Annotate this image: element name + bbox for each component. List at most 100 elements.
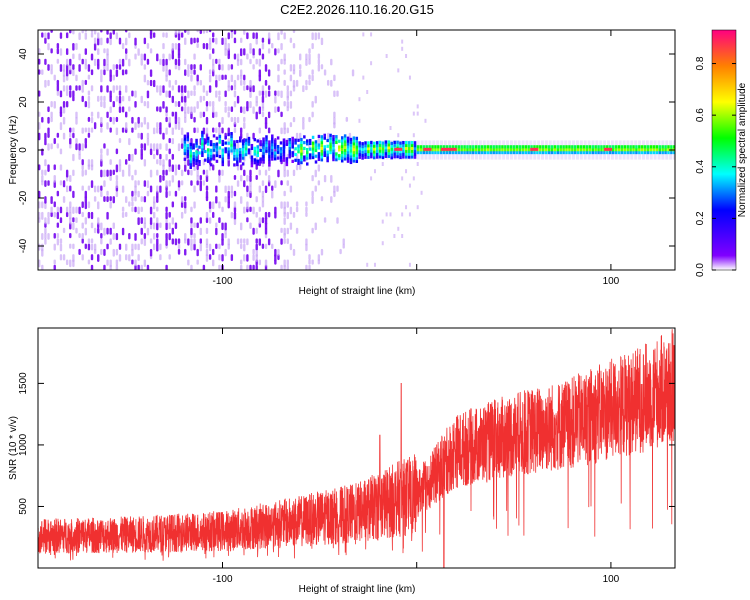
spectrogram-cell — [273, 154, 277, 158]
spectrogram-cell — [271, 190, 274, 199]
spectrogram-cell — [59, 48, 63, 56]
spectrogram-cell — [431, 145, 434, 149]
spectrogram-cell — [370, 146, 373, 150]
spectrogram-cell — [84, 58, 88, 66]
spectrogram-cell — [422, 150, 426, 155]
spectrogram-cell — [556, 150, 560, 155]
spectrogram-cell — [299, 164, 302, 171]
spectrogram-cell — [292, 169, 296, 177]
spectrogram-cell — [591, 150, 594, 155]
spectrogram-cell — [635, 150, 638, 155]
spectrogram-cell — [212, 106, 215, 113]
spectrogram-cell — [106, 243, 109, 250]
spectrogram-cell — [65, 58, 69, 66]
spectrogram-cell — [268, 157, 271, 161]
spectrogram-cell — [364, 152, 367, 157]
spectrogram-cell — [193, 106, 196, 113]
spectrogram-cell — [38, 122, 41, 130]
spectrogram-cell — [617, 150, 621, 155]
spectrogram-cell — [247, 139, 251, 143]
spectrogram-cell — [50, 143, 53, 150]
spectrogram-cell — [201, 136, 204, 140]
spectrogram-cell — [206, 148, 210, 152]
spectrogram-cell — [492, 145, 495, 149]
spectrogram-cell — [565, 145, 568, 149]
spectrogram-cell — [576, 150, 580, 155]
spectrogram-cell — [78, 53, 81, 61]
spectrogram-cell — [267, 85, 271, 91]
spectrogram-cell — [115, 32, 119, 40]
spectrogram-cell — [509, 148, 513, 152]
spectrogram-cell — [218, 217, 221, 224]
spectrogram-cell — [267, 48, 271, 54]
spectrogram-cell — [527, 148, 530, 152]
spectrogram-cell — [212, 127, 215, 133]
spectrogram-cell — [90, 222, 94, 229]
spectrogram-cell — [186, 132, 190, 136]
spectrogram-cell — [65, 64, 69, 71]
spectrogram-cell — [579, 150, 583, 155]
spectrogram-cell — [329, 145, 332, 149]
spectrogram-cell — [402, 152, 405, 156]
spectrogram-cell — [177, 248, 181, 255]
spectrogram-cell — [297, 147, 300, 151]
spectrogram-cell — [44, 37, 47, 44]
spectrogram-ytick-label: 20 — [18, 96, 29, 108]
spectrogram-cell — [156, 238, 159, 245]
spectrogram-cell — [193, 37, 196, 44]
spectrogram-cell — [261, 101, 265, 109]
spectrogram-cell — [184, 233, 187, 241]
spectrogram-cell — [59, 243, 63, 252]
spectrogram-cell — [314, 148, 318, 153]
spectrogram-cell — [451, 145, 455, 149]
spectrogram-cell — [277, 64, 280, 72]
spectrogram-cell — [125, 122, 128, 130]
spectrogram-cell — [239, 150, 242, 154]
spectrogram-cell — [390, 147, 393, 151]
spectrogram-cell — [84, 243, 88, 250]
spectrogram-cell — [186, 146, 190, 150]
spectrogram-cell — [261, 190, 265, 198]
spectrogram-cell — [524, 148, 527, 152]
spectrogram-cell — [206, 153, 210, 158]
spectrogram-cell — [209, 163, 213, 167]
spectrogram-cell — [283, 122, 286, 130]
spectrogram-cell — [87, 74, 91, 80]
spectrogram-cell — [533, 145, 536, 149]
spectrogram-cell — [670, 150, 673, 155]
spectrogram-cell — [208, 42, 212, 51]
spectrogram-cell — [422, 145, 426, 149]
spectrogram-cell — [559, 145, 562, 149]
spectrogram-cell — [62, 106, 66, 114]
spectrogram-cell — [390, 150, 393, 154]
spectrogram-cell — [335, 158, 338, 162]
spectrogram-cell — [69, 69, 72, 75]
spectrogram-cell — [276, 156, 280, 160]
spectrogram-cell — [358, 97, 361, 102]
spectrogram-cell — [115, 174, 119, 181]
spectrogram-cell — [267, 174, 271, 183]
spectrogram-cell — [384, 143, 388, 147]
spectrogram-cell — [171, 174, 175, 183]
spectrogram-cell — [533, 150, 536, 155]
spectrogram-cell — [205, 243, 209, 249]
spectrogram-cell — [115, 127, 119, 136]
spectrogram-cell — [162, 53, 165, 59]
spectrogram-cell — [518, 148, 522, 152]
spectrogram-cell — [303, 158, 306, 162]
spectrogram-cell — [258, 106, 262, 115]
spectrogram-cell — [291, 142, 294, 146]
spectrogram-cell — [174, 222, 178, 230]
spectrogram-cell — [585, 150, 589, 155]
spectrogram-cell — [165, 32, 168, 38]
spectrogram-cell — [349, 152, 353, 156]
spectrogram-cell — [381, 153, 385, 157]
spectrogram-cell — [204, 138, 207, 142]
spectrogram-cell — [244, 147, 248, 151]
spectrogram-cell — [149, 30, 153, 36]
spectrogram-cell — [358, 118, 361, 123]
spectrogram-cell — [299, 64, 302, 70]
spectrogram-cell — [466, 150, 469, 155]
spectrogram-cell — [239, 147, 242, 152]
